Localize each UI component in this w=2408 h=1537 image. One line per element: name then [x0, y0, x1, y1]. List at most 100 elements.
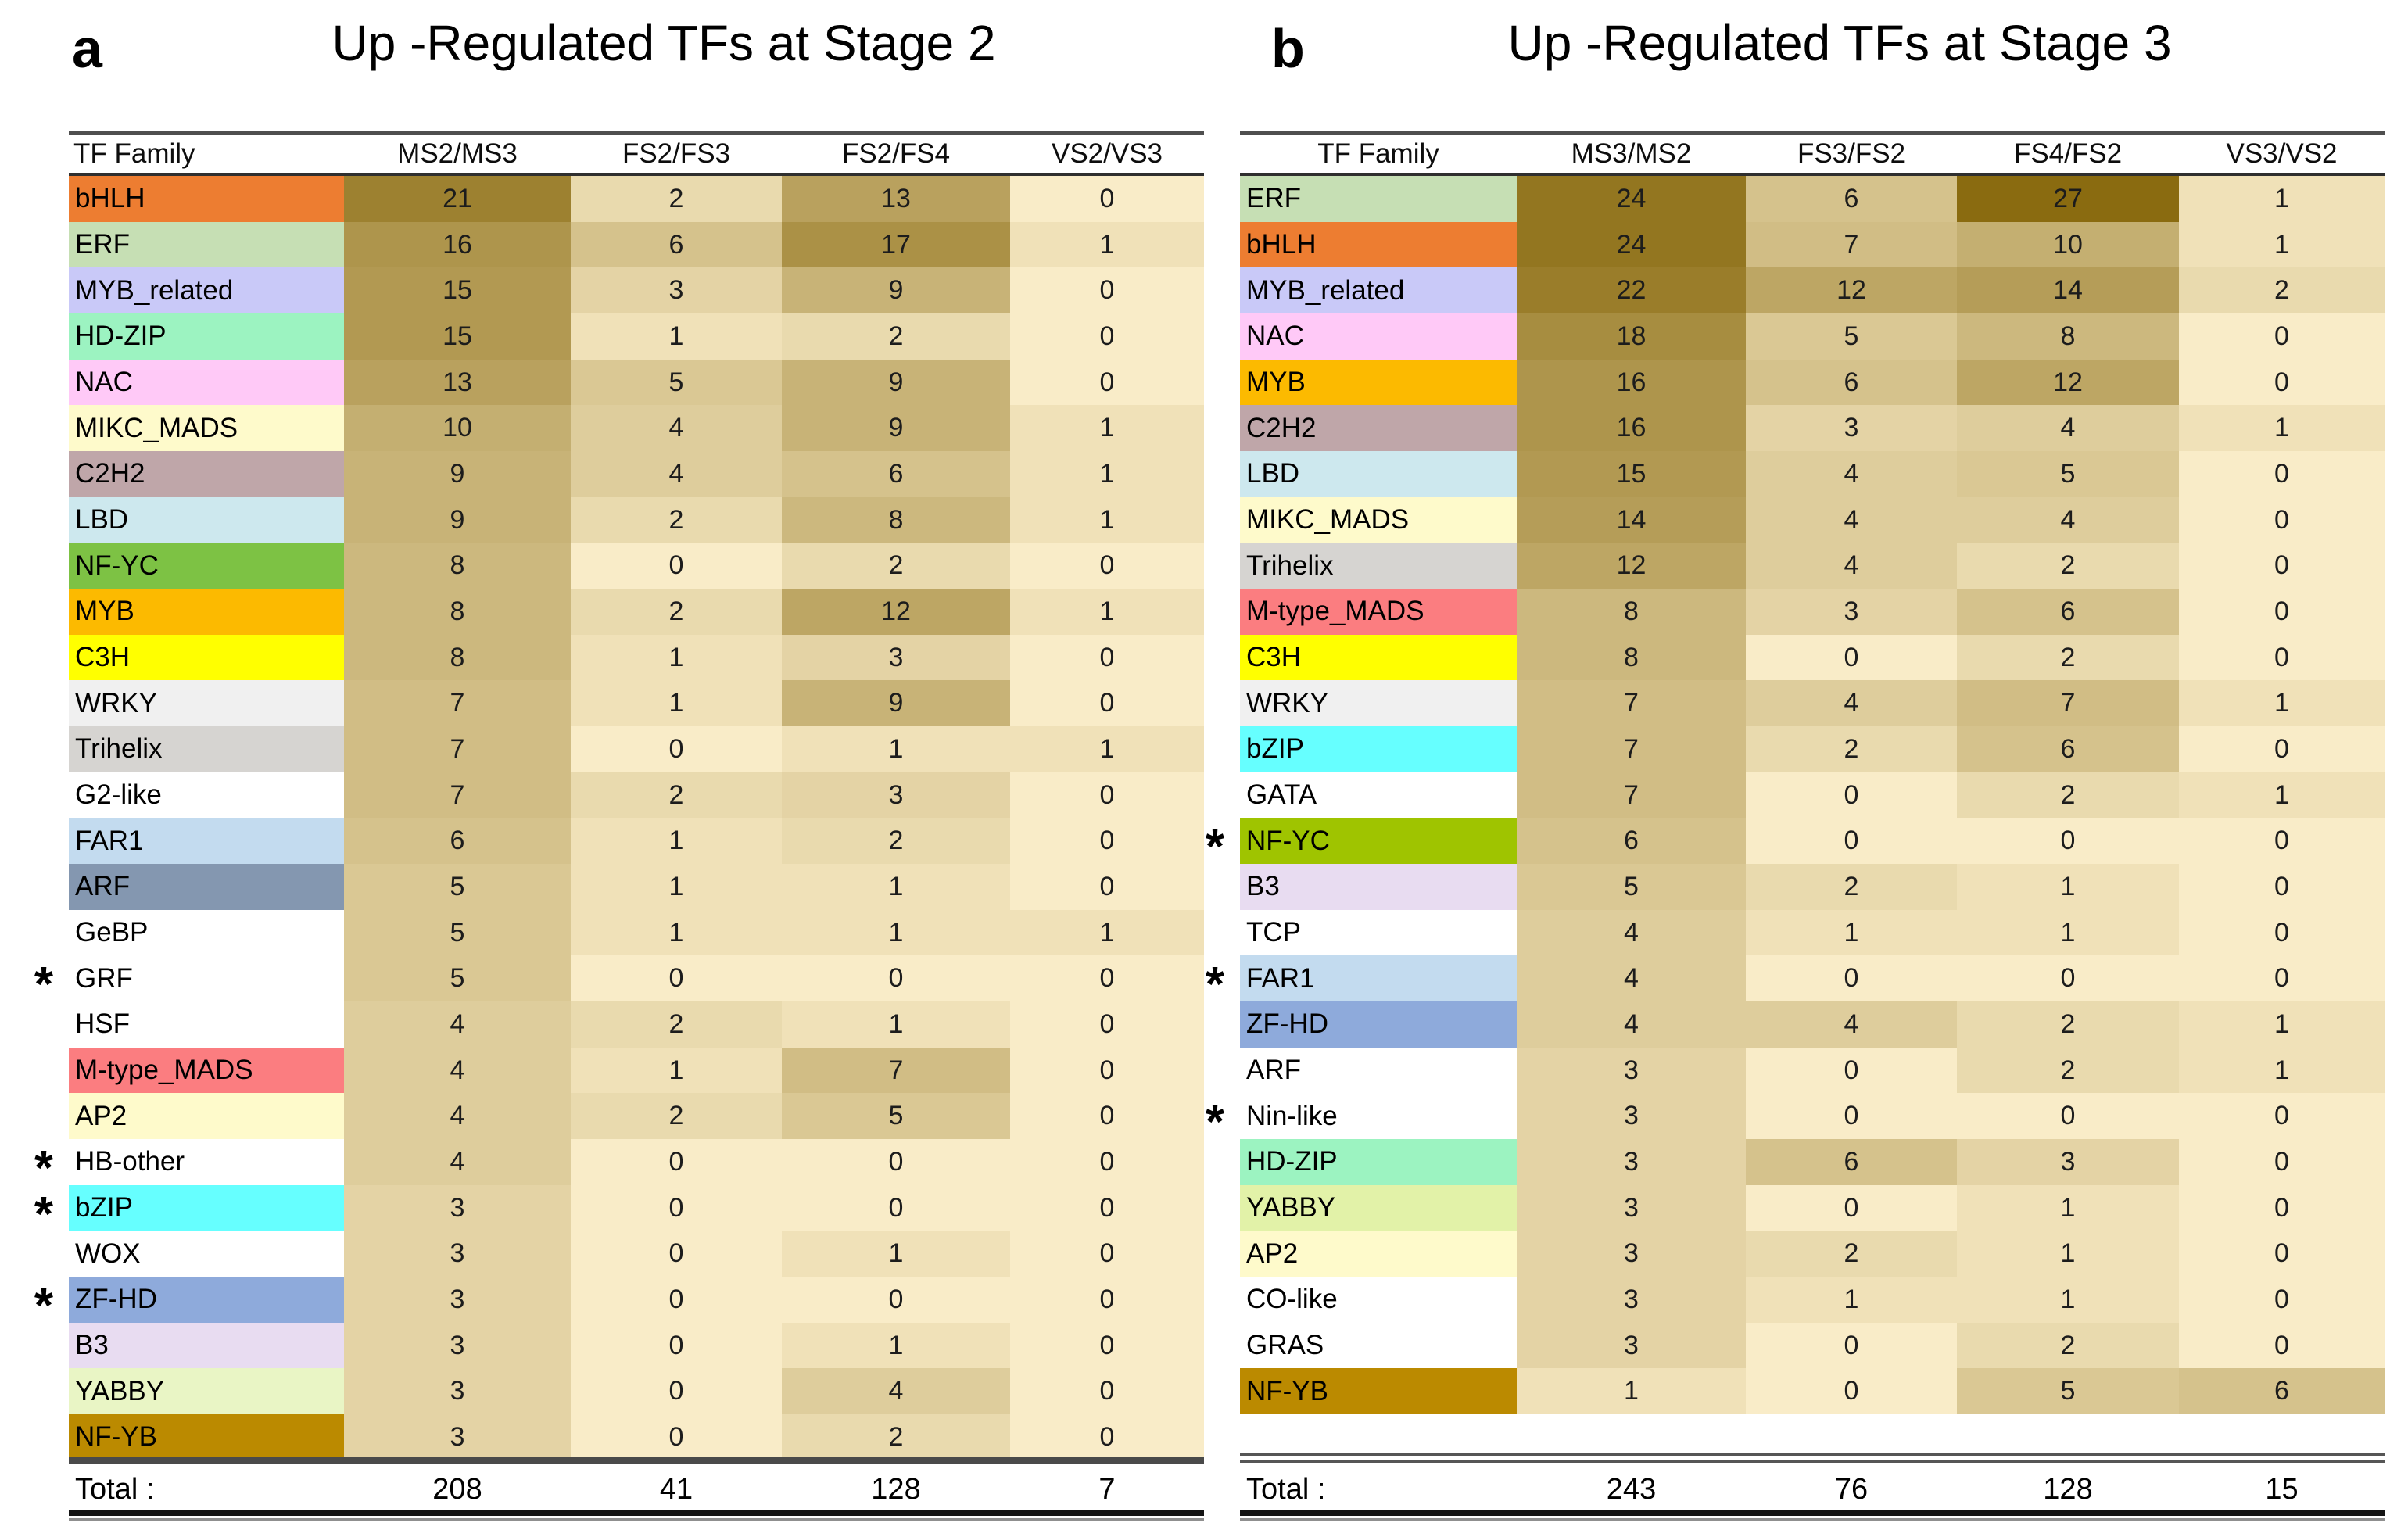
value-cell: 7 [344, 726, 571, 772]
value-cell: 24 [1517, 176, 1746, 222]
value-cell: 4 [1517, 909, 1746, 956]
value-cell: 4 [571, 405, 782, 452]
table-row: MYB 8 2 12 1 [69, 589, 1204, 635]
value-cell: 2 [571, 1001, 782, 1048]
family-cell: AP2 [69, 1093, 344, 1140]
value-cell: 1 [782, 864, 1010, 910]
value-cell: 16 [1517, 405, 1746, 452]
table-row: C2H2 16 3 4 1 [1240, 405, 2385, 452]
value-cell: 0 [782, 1139, 1010, 1185]
column-header: MS2/MS3 [397, 138, 518, 169]
value-cell: 0 [1746, 1368, 1957, 1415]
value-cell: 10 [1957, 221, 2179, 268]
value-cell: 1 [2179, 680, 2385, 727]
table-body: bHLH 21 2 13 0 ERF 16 6 17 1 MYB_related 15 3 9 0… [34, 176, 1204, 1460]
value-cell: 3 [344, 1231, 571, 1277]
value-cell: 7 [1517, 726, 1746, 772]
star-marker: * [1205, 958, 1225, 1012]
value-cell: 17 [782, 221, 1010, 268]
family-cell: FAR1 [1240, 955, 1517, 1002]
value-cell: 0 [1746, 1322, 1957, 1369]
value-cell: 5 [1957, 451, 2179, 497]
table-row: MYB_related 15 3 9 0 [69, 267, 1204, 314]
tf-table-b: TF Family MS3/MS2 FS3/FS2 FS4/FS2 VS3/VS2 ER… [1206, 131, 2385, 1415]
table-row: MYB_related 22 12 14 2 [1240, 267, 2385, 314]
column-header: VS2/VS3 [1051, 138, 1163, 169]
value-cell: 0 [2179, 1093, 2385, 1140]
value-cell: 3 [1746, 405, 1957, 452]
family-cell: HB-other [69, 1139, 344, 1185]
value-cell: 2 [571, 176, 782, 222]
value-cell: 0 [571, 1368, 782, 1415]
column-header: FS2/FS3 [622, 138, 731, 169]
table-row: LBD 15 4 5 0 [1240, 451, 2385, 497]
value-cell: 1 [571, 1047, 782, 1094]
value-cell: 1 [1010, 589, 1204, 635]
value-cell: 4 [1517, 955, 1746, 1002]
value-cell: 1 [1957, 909, 2179, 956]
value-cell: 0 [1957, 955, 2179, 1002]
value-cell: 14 [1957, 267, 2179, 314]
value-cell: 1 [1746, 909, 1957, 956]
value-cell: 7 [1517, 772, 1746, 819]
star-marker: * [34, 1187, 54, 1241]
value-cell: 3 [344, 1322, 571, 1369]
family-cell: YABBY [1240, 1184, 1517, 1231]
family-cell: ARF [69, 864, 344, 910]
value-cell: 9 [344, 451, 571, 497]
value-cell: 0 [782, 955, 1010, 1002]
value-cell: 0 [1010, 1368, 1204, 1415]
family-cell: ERF [69, 221, 344, 268]
family-cell: WRKY [1240, 680, 1517, 727]
value-cell: 8 [344, 634, 571, 681]
value-cell: 2 [1957, 1047, 2179, 1094]
value-cell: 22 [1517, 267, 1746, 314]
total-separator [1240, 1453, 2385, 1463]
family-cell: MYB [69, 589, 344, 635]
value-cell: 14 [1517, 496, 1746, 543]
value-cell: 0 [1010, 359, 1204, 406]
family-cell: NF-YB [69, 1414, 344, 1460]
value-cell: 0 [1746, 1093, 1957, 1140]
value-cell: 6 [1746, 359, 1957, 406]
value-cell: 3 [1517, 1231, 1746, 1277]
family-cell: NAC [69, 359, 344, 406]
value-cell: 0 [1010, 1231, 1204, 1277]
value-cell: 2 [571, 1093, 782, 1140]
value-cell: 4 [344, 1139, 571, 1185]
value-cell: 0 [571, 1414, 782, 1460]
header-row: TF Family MS2/MS3 FS2/FS3 FS2/FS4 VS2/VS3 [69, 131, 1204, 176]
value-cell: 0 [1010, 1093, 1204, 1140]
value-cell: 4 [1746, 1001, 1957, 1048]
column-header: TF Family [73, 138, 195, 169]
value-cell: 1 [782, 909, 1010, 956]
value-cell: 1 [2179, 176, 2385, 222]
value-cell: 3 [344, 1184, 571, 1231]
tf-table-a: TF Family MS2/MS3 FS2/FS3 FS2/FS4 VS2/VS3 bH… [34, 131, 1204, 1460]
value-cell: 9 [782, 405, 1010, 452]
value-cell: 3 [344, 1277, 571, 1323]
value-cell: 7 [344, 680, 571, 727]
value-cell: 1 [1010, 909, 1204, 956]
table-row: ERF 24 6 27 1 [1240, 176, 2385, 222]
panel-letter-a: a [72, 18, 102, 79]
family-cell: MIKC_MADS [69, 405, 344, 452]
value-cell: 1 [571, 818, 782, 865]
total-value: 128 [871, 1472, 921, 1506]
value-cell: 0 [1010, 1414, 1204, 1460]
value-cell: 6 [1957, 589, 2179, 635]
total-value: 41 [659, 1472, 693, 1506]
value-cell: 1 [1746, 1277, 1957, 1323]
value-cell: 0 [2179, 1277, 2385, 1323]
value-cell: 5 [1517, 864, 1746, 910]
